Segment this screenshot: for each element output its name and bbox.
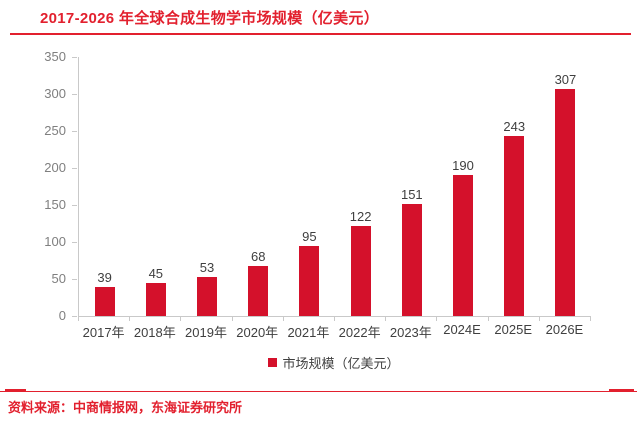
- footer-divider-left-stub: [5, 389, 26, 392]
- x-axis-tick: [78, 317, 79, 321]
- footer-divider-right-stub: [609, 389, 634, 392]
- y-axis-tick-label: 300: [44, 86, 66, 101]
- x-axis-tick: [231, 317, 233, 321]
- bar-slot: 53: [181, 57, 232, 316]
- bar-slot: 307: [540, 57, 591, 316]
- x-axis-category-label: 2026E: [545, 322, 584, 337]
- y-axis-tick: [72, 57, 77, 58]
- x-axis-labels: 2017年 2018年 2019年 2020年 2021年 2022年 2023年 2024E…: [78, 322, 590, 341]
- x-axis-tick: [180, 317, 182, 321]
- bar: [504, 136, 525, 316]
- bar: [453, 175, 474, 316]
- x-axis-tick: [334, 317, 335, 321]
- bar-slot: 151: [386, 57, 437, 316]
- x-axis-tick: [538, 317, 540, 321]
- bar-chart-plot-area: 39 45 53 68 95 122 151 190 243 307: [78, 57, 591, 317]
- bar-slot: 45: [130, 57, 181, 316]
- bar-value-label: 68: [250, 248, 266, 264]
- x-axis-category-label: 2018年: [133, 325, 176, 340]
- bar-slot: 95: [284, 57, 335, 316]
- x-axis-tick: [436, 317, 438, 321]
- x-axis-tick: [129, 317, 131, 321]
- bar: [350, 225, 371, 316]
- y-axis-tick: [72, 242, 77, 243]
- bar-value-label: 151: [400, 187, 423, 203]
- x-axis-category-label: 2020年: [236, 325, 279, 340]
- y-axis-tick: [72, 131, 77, 132]
- y-axis-tick: [72, 316, 77, 317]
- bar: [145, 282, 166, 316]
- y-axis-tick: [72, 205, 77, 206]
- bar: [555, 88, 576, 316]
- bar: [299, 245, 320, 316]
- bar-slot: 68: [233, 57, 284, 316]
- x-axis-category-label: 2019年: [185, 325, 227, 340]
- x-axis-category-label: 2017年: [82, 325, 125, 340]
- bar-value-label: 122: [349, 208, 372, 224]
- y-axis-tick-label: 0: [58, 308, 66, 323]
- bar-value-label: 53: [199, 259, 215, 275]
- x-axis-category-label: 2023年: [389, 325, 432, 340]
- x-axis-category-label: 2025E: [494, 322, 533, 337]
- source-note: 资料来源：中商情报网，东海证券研究所: [8, 400, 243, 415]
- y-axis-tick: [72, 94, 77, 95]
- bar-value-label: 95: [302, 228, 317, 244]
- y-axis-tick-label: 200: [44, 160, 66, 175]
- x-axis-tick: [282, 317, 284, 321]
- x-axis-category-label: 2022年: [338, 325, 381, 340]
- y-axis-tick-label: 350: [44, 49, 66, 64]
- x-axis-tick: [385, 317, 387, 321]
- legend-swatch-red-square-icon: [268, 358, 278, 367]
- bar-value-label: 45: [148, 265, 164, 281]
- x-axis-tick: [487, 317, 489, 321]
- legend-label: 市场规模（亿美元）: [282, 356, 400, 371]
- bar-slot: 243: [489, 57, 540, 316]
- chart-title: 2017-2026 年全球合成生物学市场规模（亿美元）: [40, 10, 380, 27]
- x-axis-category-label: 2021年: [287, 325, 330, 340]
- bar: [401, 204, 422, 316]
- bar: [248, 265, 269, 316]
- x-axis-tick: [590, 317, 591, 321]
- y-axis-tick-label: 50: [51, 271, 66, 286]
- y-axis-tick-label: 100: [44, 234, 66, 249]
- bar-slot: 39: [79, 57, 130, 316]
- y-axis-tick-label: 150: [44, 197, 66, 212]
- bar-slot: 122: [335, 57, 386, 316]
- title-divider: [10, 33, 631, 35]
- bar-value-label: 39: [97, 270, 112, 286]
- bar: [94, 287, 115, 316]
- y-axis-tick: [72, 168, 77, 169]
- y-axis-tick-label: 250: [44, 123, 66, 138]
- bar-series: 39 45 53 68 95 122 151 190 243 307: [79, 57, 591, 316]
- chart-legend: 市场规模（亿美元）: [78, 353, 590, 372]
- bar-value-label: 243: [503, 119, 526, 135]
- y-axis-tick: [72, 279, 77, 280]
- bar-value-label: 190: [452, 158, 474, 174]
- bar-slot: 190: [437, 57, 488, 316]
- x-axis-category-label: 2024E: [443, 322, 481, 337]
- bar: [197, 276, 217, 316]
- bar-value-label: 307: [554, 71, 577, 87]
- footer-divider: [0, 391, 637, 392]
